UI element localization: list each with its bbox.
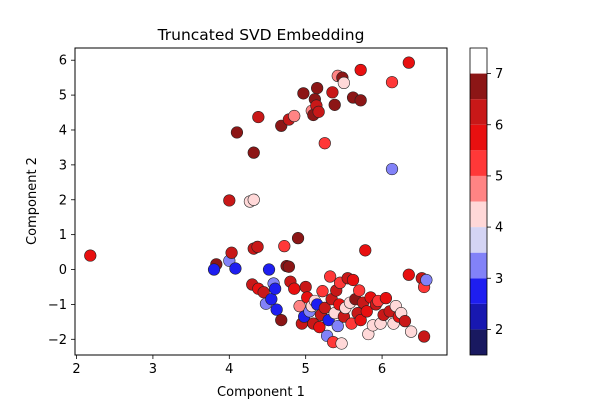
data-point — [337, 76, 350, 89]
y-tick-label: −2 — [48, 333, 67, 348]
y-tick-label: 3 — [59, 158, 67, 173]
data-point — [275, 314, 288, 327]
data-point — [379, 292, 392, 305]
colorbar: 2 3 4 5 6 7 — [469, 47, 503, 356]
plot-frame — [74, 47, 448, 356]
data-point — [229, 262, 242, 275]
data-point — [282, 260, 295, 273]
x-tick-label: 4 — [225, 362, 233, 377]
data-point — [313, 320, 326, 334]
data-point — [404, 325, 418, 338]
data-point — [270, 303, 283, 316]
x-axis-label: Component 1 — [217, 385, 305, 400]
data-point — [385, 162, 399, 176]
data-point — [326, 86, 339, 99]
x-tick-label: 2 — [72, 362, 80, 377]
y-tick-label: 5 — [59, 89, 67, 104]
data-point — [359, 244, 372, 257]
data-point — [247, 193, 260, 206]
y-axis-label: Component 2 — [25, 157, 40, 245]
data-point — [385, 76, 399, 89]
x-axis-ticks: 2 3 4 5 6 — [72, 355, 386, 377]
data-point — [207, 263, 221, 276]
y-tick-label: 4 — [59, 123, 67, 138]
data-point — [297, 87, 310, 100]
data-point — [311, 82, 324, 95]
data-point — [318, 301, 331, 315]
colorbar-segment — [470, 227, 487, 253]
chart-title: Truncated SVD Embedding — [157, 26, 365, 44]
colorbar-segment — [470, 175, 487, 202]
colorbar-segment — [470, 73, 487, 100]
colorbar-segment — [470, 303, 487, 330]
data-point — [353, 284, 366, 297]
data-point — [354, 314, 367, 327]
colorbar-frame — [469, 47, 488, 356]
data-point — [335, 337, 348, 350]
data-point — [328, 98, 341, 111]
colorbar-segment — [470, 99, 487, 125]
data-point — [331, 319, 344, 333]
colorbar-segment — [470, 278, 487, 304]
data-point — [316, 285, 329, 298]
data-point — [299, 280, 312, 294]
colorbar-segment — [470, 329, 487, 355]
y-tick-label: 0 — [59, 263, 67, 278]
colorbar-segment — [470, 124, 487, 151]
data-point — [269, 282, 282, 295]
y-tick-label: 6 — [59, 54, 67, 69]
data-point — [402, 56, 415, 69]
colorbar-tick-label: 2 — [495, 323, 503, 338]
data-point — [312, 105, 325, 118]
data-point — [324, 270, 337, 283]
data-point — [251, 240, 264, 253]
y-tick-label: 1 — [59, 228, 67, 243]
data-point — [420, 273, 433, 287]
data-point — [291, 232, 305, 245]
data-point — [293, 300, 306, 313]
data-point — [265, 293, 278, 306]
data-point — [230, 126, 244, 139]
data-point — [360, 305, 373, 318]
colorbar-tick-label: 7 — [495, 67, 503, 82]
data-point — [417, 330, 431, 343]
colorbar-segment — [470, 252, 487, 279]
colorbar-segment — [470, 201, 487, 228]
data-point — [288, 282, 301, 295]
colorbar-segment — [470, 150, 487, 176]
data-points — [84, 56, 433, 350]
data-point — [318, 137, 331, 150]
data-point — [84, 249, 97, 262]
data-point — [225, 246, 238, 259]
colorbar-tick-label: 6 — [495, 118, 503, 133]
data-point — [278, 240, 291, 253]
data-point — [247, 146, 260, 159]
data-point — [252, 110, 265, 124]
colorbar-tick-label: 3 — [495, 272, 503, 287]
data-point — [354, 63, 367, 77]
data-point — [257, 286, 270, 299]
y-tick-label: −1 — [48, 298, 67, 313]
data-point — [402, 268, 415, 281]
y-axis-ticks: −2 −1 0 1 2 3 4 5 6 — [48, 54, 75, 348]
y-tick-label: 2 — [59, 193, 67, 208]
colorbar-tick-label: 5 — [495, 169, 503, 184]
colorbar-tick-label: 4 — [495, 221, 503, 236]
x-tick-label: 5 — [302, 362, 310, 377]
data-point — [288, 109, 301, 123]
data-point — [398, 315, 412, 328]
data-point — [346, 273, 360, 287]
x-tick-label: 3 — [149, 362, 157, 377]
data-point — [223, 194, 236, 207]
x-tick-label: 6 — [378, 362, 386, 377]
data-point — [262, 263, 276, 276]
data-point — [354, 94, 367, 107]
